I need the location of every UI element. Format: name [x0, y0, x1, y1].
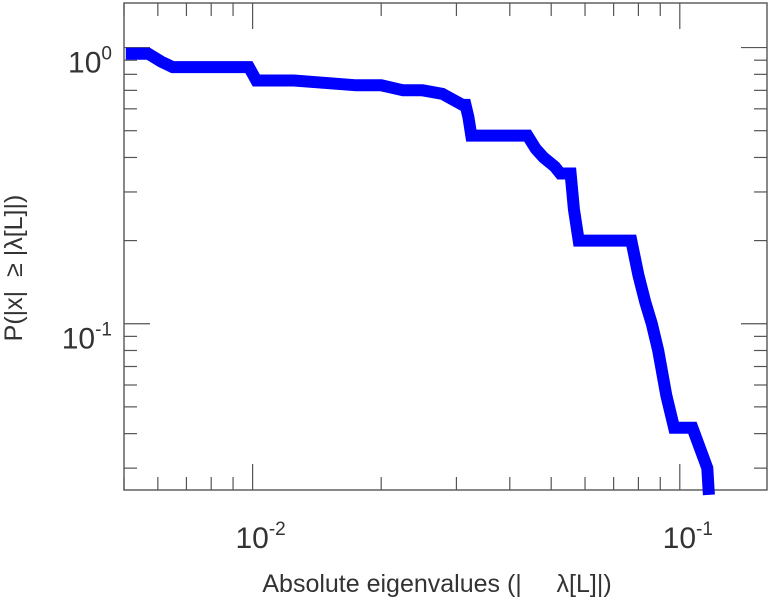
series-line	[125, 47, 715, 496]
x-tick-label: 10-1	[663, 519, 713, 555]
minor-ticks	[123, 3, 767, 490]
plot-frame	[123, 2, 768, 491]
y-tick-label: 10-1	[62, 320, 112, 356]
major-ticks	[124, 3, 767, 490]
x-tick-label: 10-2	[235, 519, 285, 555]
y-axis-title: P(|x| ≥ |λ[L]|)	[0, 195, 28, 342]
x-axis-title: Absolute eigenvalues (| λ[L]|)	[262, 570, 611, 598]
y-tick-label: 100	[68, 44, 112, 80]
